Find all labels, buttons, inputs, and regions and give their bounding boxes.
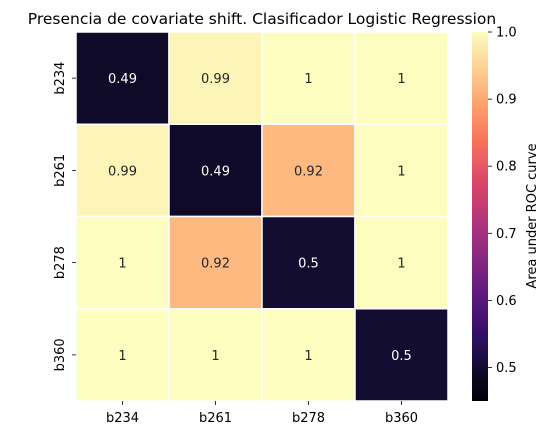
cell-value-label: 1 xyxy=(397,164,405,179)
colorbar-ticks: 0.5 0.6 0.7 0.8 0.9 1.0 xyxy=(488,26,517,376)
colorbar-tick-label: 0.5 xyxy=(496,361,517,376)
cell-value-label: 0.5 xyxy=(391,349,412,364)
colorbar xyxy=(472,32,488,401)
heatmap-cell xyxy=(168,215,263,310)
y-tick-label: b261 xyxy=(53,154,68,187)
heatmap-cell xyxy=(168,123,263,218)
x-axis-ticks: b234 b261 b278 b360 xyxy=(106,401,418,426)
heatmap-cell xyxy=(354,215,449,310)
cell-value-label: 1 xyxy=(118,257,126,272)
colorbar-tick-label: 1.0 xyxy=(496,26,517,41)
cell-value-label: 1 xyxy=(304,349,312,364)
heatmap-cell xyxy=(261,31,356,125)
x-tick-label: b360 xyxy=(385,411,418,426)
chart-title: Presencia de covariate shift. Clasificad… xyxy=(28,10,496,28)
cell-value-label: 1 xyxy=(118,349,126,364)
cell-value-label: 0.92 xyxy=(294,164,323,179)
x-tick-label: b278 xyxy=(292,411,325,426)
cell-value-label: 0.5 xyxy=(298,257,319,272)
heatmap-cells: 0.49 0.99 1 1 0.99 0.49 0.92 1 1 0.92 0.5 1 1 1 1 0.5 xyxy=(75,31,449,402)
heatmap-cell xyxy=(168,308,263,402)
y-tick-label: b360 xyxy=(53,338,68,371)
x-tick-label: b234 xyxy=(106,411,139,426)
cell-value-label: 0.92 xyxy=(201,257,230,272)
x-tick-label: b261 xyxy=(199,411,232,426)
heatmap-cell xyxy=(354,31,449,125)
colorbar-tick-label: 0.8 xyxy=(496,160,517,175)
heatmap-cell xyxy=(168,31,263,125)
cell-value-label: 0.49 xyxy=(201,164,230,179)
cell-value-label: 1 xyxy=(397,257,405,272)
cell-value-label: 1 xyxy=(397,72,405,87)
cell-value-label: 0.99 xyxy=(201,72,230,87)
y-tick-label: b234 xyxy=(53,62,68,95)
colorbar-label: Area under ROC curve xyxy=(525,143,540,288)
colorbar-tick-label: 0.7 xyxy=(496,227,517,242)
heatmap-cell xyxy=(354,308,449,402)
y-tick-label: b278 xyxy=(53,246,68,279)
colorbar-tick-label: 0.6 xyxy=(496,294,517,309)
heatmap-cell xyxy=(354,123,449,218)
heatmap-cell xyxy=(75,31,170,125)
colorbar-tick-label: 0.9 xyxy=(496,93,517,108)
cell-value-label: 0.99 xyxy=(108,164,137,179)
cell-value-label: 1 xyxy=(211,349,219,364)
cell-value-label: 1 xyxy=(304,72,312,87)
y-axis-ticks: b234 b261 b278 b360 xyxy=(53,62,76,371)
cell-value-label: 0.49 xyxy=(108,72,137,87)
